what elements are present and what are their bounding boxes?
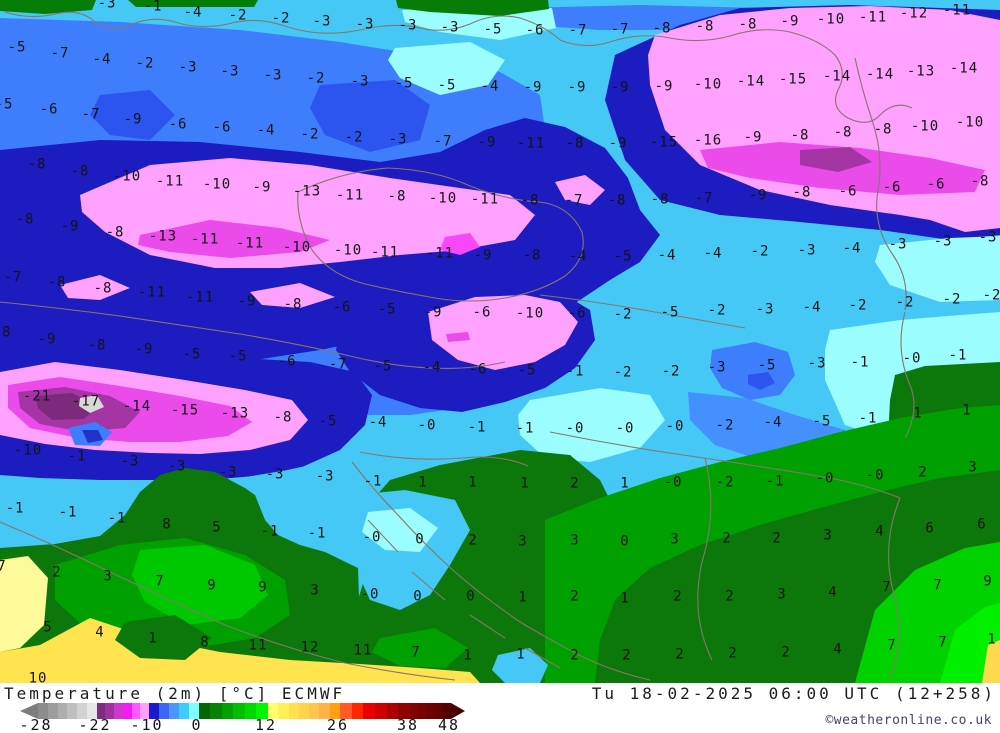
colorbar-segment: [339, 703, 352, 719]
pale-cyan-region: [388, 42, 505, 95]
map-canvas: [0, 0, 1000, 683]
colorbar-tick-label: -10: [130, 716, 164, 733]
pale-cyan-region: [875, 236, 1000, 302]
sea-green-region: [396, 0, 549, 16]
run-datetime: Tu 18-02-2025 06:00 UTC (12+258): [591, 684, 996, 703]
colorbar-segment: [398, 703, 411, 719]
colorbar-segment: [375, 703, 387, 719]
colorbar-segment: [158, 703, 169, 719]
sea-green-region: [128, 0, 258, 7]
mild-green-region: [372, 628, 468, 668]
colder-blue-pocket: [748, 372, 775, 390]
pale-cyan-region: [402, 6, 556, 40]
colorbar-tick-label: 0: [191, 716, 203, 733]
warm-yellow-region: [982, 640, 1000, 683]
pale-cyan-region: [362, 508, 438, 552]
mild-dark-green-region: [115, 615, 212, 660]
severe-cold-pink-region: [250, 283, 335, 308]
colorbar-tick-label: 38: [396, 716, 420, 733]
severe-cold-magenta-core: [440, 233, 480, 255]
colorbar-segment: [105, 703, 115, 719]
colder-blue-pocket: [710, 342, 795, 400]
color-scale: [20, 703, 466, 719]
extreme-cold-gray-fleck: [79, 395, 104, 413]
pale-cyan-region: [518, 388, 665, 462]
colorbar-tick-label: 12: [254, 716, 278, 733]
colorbar-segment: [442, 703, 452, 719]
colorbar-segment: [418, 703, 427, 719]
severe-cold-purple-spot: [800, 147, 872, 172]
severe-cold-pink-region: [555, 175, 605, 205]
colorbar-segment: [178, 703, 189, 719]
severe-cold-magenta-core: [138, 220, 330, 258]
scale-right-arrow-icon: [451, 703, 466, 719]
colorbar-segment: [319, 703, 330, 719]
legend-bar: Temperature (2m) [°C] ECMWF Tu 18-02-202…: [0, 683, 1000, 733]
scale-left-arrow-icon: [20, 703, 38, 719]
colorbar-segment: [434, 703, 443, 719]
colorbar-tick-label: -28: [19, 716, 53, 733]
warm-green-region: [940, 603, 1000, 683]
colorbar-segment: [198, 703, 211, 719]
color-scale-ticks: -28 -22 -10 0 12 26 38 48: [0, 716, 470, 733]
severe-cold-pink-region: [60, 275, 130, 300]
colorbar-segment: [148, 703, 159, 719]
map-title: Temperature (2m) [°C] ECMWF: [4, 684, 346, 703]
colorbar-segment: [267, 703, 279, 719]
colorbar-tick-label: 48: [437, 716, 461, 733]
colorbar-segment: [309, 703, 320, 719]
severe-cold-pink-region: [428, 295, 578, 370]
colorbar-segment: [244, 703, 257, 719]
colorbar-segment: [210, 703, 222, 719]
colorbar-segment: [114, 703, 123, 719]
colorbar-segment: [386, 703, 399, 719]
warm-yellow-region: [0, 556, 48, 652]
colorbar-segment: [140, 703, 149, 719]
border-lines: [0, 11, 915, 681]
cyan-pocket-region: [492, 648, 548, 683]
colorbar-segment: [288, 703, 299, 719]
warm-green-region: [132, 545, 268, 625]
colorbar-segments: [38, 703, 452, 719]
colorbar-segment: [188, 703, 199, 719]
colorbar-segment: [77, 703, 87, 719]
colorbar-segment: [86, 703, 97, 719]
colorbar-segment: [47, 703, 58, 719]
colorbar-segment: [351, 703, 364, 719]
colorbar-segment: [38, 703, 48, 719]
colorbar-segment: [122, 703, 132, 719]
mild-green-region: [545, 405, 1000, 683]
colorbar-segment: [426, 703, 435, 719]
colorbar-segment: [221, 703, 234, 719]
colorbar-tick-label: 26: [326, 716, 350, 733]
colorbar-segment: [329, 703, 340, 719]
copyright-text: ©weatheronline.co.uk: [825, 713, 992, 728]
colorbar-segment: [278, 703, 289, 719]
colorbar-segment: [96, 703, 106, 719]
colorbar-segment: [233, 703, 245, 719]
colorbar-segment: [57, 703, 68, 719]
colder-blue-pocket: [90, 90, 175, 140]
severe-cold-magenta-core: [446, 332, 470, 342]
colorbar-segment: [298, 703, 310, 719]
map-regions: [0, 0, 1000, 683]
colorbar-tick-label: -22: [78, 716, 112, 733]
sea-green-region: [0, 0, 96, 14]
colder-blue-pocket: [82, 430, 103, 443]
colorbar-segment: [363, 703, 376, 719]
colorbar-segment: [256, 703, 268, 719]
colorbar-segment: [131, 703, 141, 719]
temperature-map: -3 -1 -4 -2 -2 -3 -3 -3 -3 -5 -6 -7 -7 -8 -8 -8 -9 -10 -11…: [0, 0, 1000, 685]
colorbar-segment: [168, 703, 179, 719]
colorbar-segment: [410, 703, 419, 719]
colorbar-segment: [67, 703, 78, 719]
colder-blue-pocket: [310, 80, 430, 152]
